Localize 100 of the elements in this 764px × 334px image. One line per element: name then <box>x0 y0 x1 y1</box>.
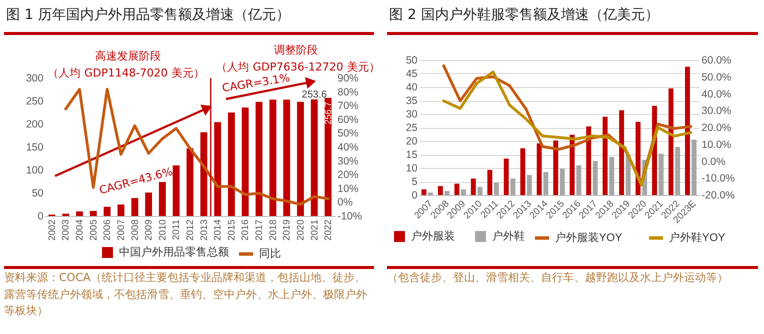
bar <box>118 204 124 216</box>
legend-label: 户外服装 <box>411 230 455 243</box>
y-tick-label: 250 <box>26 96 44 108</box>
y2-tick-label: 20% <box>338 169 359 182</box>
bar <box>510 178 516 195</box>
legend-label: 同比 <box>259 247 281 260</box>
data-label: 256.7 <box>323 102 334 124</box>
bar <box>104 206 111 216</box>
x-tick-label: 2002 <box>46 220 58 241</box>
data-label: 253.6 <box>302 89 328 100</box>
y2-tick-label: 90% <box>338 72 359 84</box>
y-tick-label: 0 <box>38 210 44 222</box>
bar <box>283 100 290 216</box>
bar <box>438 186 443 195</box>
y2-tick-label: 60% <box>338 114 359 126</box>
bar <box>297 102 304 216</box>
y2-tick-label: 0% <box>338 196 353 209</box>
x-tick-label: 2004 <box>74 220 86 241</box>
annotation: CAGR=3.1% <box>221 71 291 95</box>
bar <box>494 182 499 195</box>
y2-tick-label: 30.0% <box>702 105 732 118</box>
x-tick-label: 2012 <box>185 220 196 241</box>
bar <box>602 116 608 195</box>
bar <box>675 146 680 195</box>
x-tick-label: 2010 <box>157 220 168 241</box>
text: 调整阶段 <box>274 42 318 58</box>
bar <box>421 189 426 195</box>
y-tick-label: 45 <box>406 68 418 80</box>
x-tick-label: 2008 <box>130 220 141 241</box>
bar <box>685 66 690 195</box>
y-tick-label: 0 <box>412 190 418 202</box>
y2-tick-label: 20.0% <box>702 122 732 134</box>
bar <box>560 168 565 195</box>
y-tick-label: 50 <box>406 54 418 66</box>
bar <box>668 88 674 195</box>
bar <box>214 122 222 216</box>
text: （人均 GDP7636-12720 美元） <box>216 60 380 74</box>
bar <box>242 107 249 216</box>
y-tick-label: 15 <box>406 149 418 161</box>
y-tick-label: 100 <box>26 164 44 176</box>
bar <box>570 134 575 195</box>
legend-label: 户外服装YOY <box>555 231 623 244</box>
x-tick-label: 2021 <box>309 220 320 241</box>
bar <box>324 98 332 216</box>
legend-label: 户外鞋 <box>492 230 525 243</box>
y-tick-label: 150 <box>26 142 44 154</box>
bar <box>90 210 97 216</box>
x-tick-label: 2020 <box>295 220 306 241</box>
bar <box>461 189 466 195</box>
y-tick-label: 10 <box>406 162 418 174</box>
bar <box>692 140 697 195</box>
y2-tick-label: 60.0% <box>702 54 732 66</box>
y2-tick-label: 70% <box>338 100 359 112</box>
text: （包含徒步、登山、滑雪相关、自行车、越野跑以及水上户外运动等） <box>387 270 729 286</box>
bar <box>553 140 558 195</box>
y2-tick-label: 80% <box>338 86 359 98</box>
y-tick-label: 35 <box>406 95 418 107</box>
bar <box>76 211 83 216</box>
bar <box>526 175 532 195</box>
x-tick-label: 2007 <box>116 220 127 241</box>
annotation: （人均 GDP1148-7020 美元） <box>48 66 204 80</box>
bar <box>576 165 582 195</box>
legend-label: 中国户外用品零售总额 <box>119 246 229 258</box>
y2-tick-label: 50% <box>338 128 359 140</box>
bar <box>200 132 208 216</box>
y2-tick-label: 10.0% <box>702 138 732 151</box>
y2-tick-label: 40.0% <box>702 88 732 100</box>
y-tick-label: 25 <box>406 122 418 134</box>
bar <box>520 148 526 195</box>
bar <box>256 102 262 216</box>
x-tick-label: 2003 <box>60 220 72 241</box>
y-tick-label: 5 <box>412 176 418 188</box>
bar <box>269 100 276 216</box>
text: 高速发展阶段 <box>95 48 161 64</box>
x-tick-label: 2005 <box>88 220 100 241</box>
y2-tick-label: 30% <box>338 155 359 168</box>
x-tick-label: 2016 <box>240 220 252 241</box>
y-tick-label: 20 <box>406 136 418 148</box>
x-tick-label: 2006 <box>102 220 114 241</box>
bar <box>444 190 450 195</box>
x-tick-label: 2015 <box>226 220 238 241</box>
y2-tick-label: -10.0% <box>702 172 735 185</box>
bar <box>172 165 180 216</box>
y-tick-label: 50 <box>32 188 44 200</box>
y2-tick-label: 50.0% <box>702 71 732 84</box>
x-tick-label: 2019 <box>282 220 293 241</box>
bar <box>470 178 476 195</box>
bar <box>609 156 614 195</box>
bar <box>454 184 460 195</box>
bar <box>477 186 482 195</box>
y2-tick-label: 40% <box>338 142 359 154</box>
bar <box>228 112 235 216</box>
y-tick-label: 30 <box>406 108 418 120</box>
x-tick-label: 2013 <box>198 220 210 241</box>
bar <box>131 198 138 216</box>
x-tick-label: 2017 <box>254 220 266 241</box>
x-tick-label: 2009 <box>144 220 155 241</box>
y2-tick-label: 10% <box>338 182 359 195</box>
y-tick-label: 200 <box>26 118 44 130</box>
bar <box>504 158 509 195</box>
